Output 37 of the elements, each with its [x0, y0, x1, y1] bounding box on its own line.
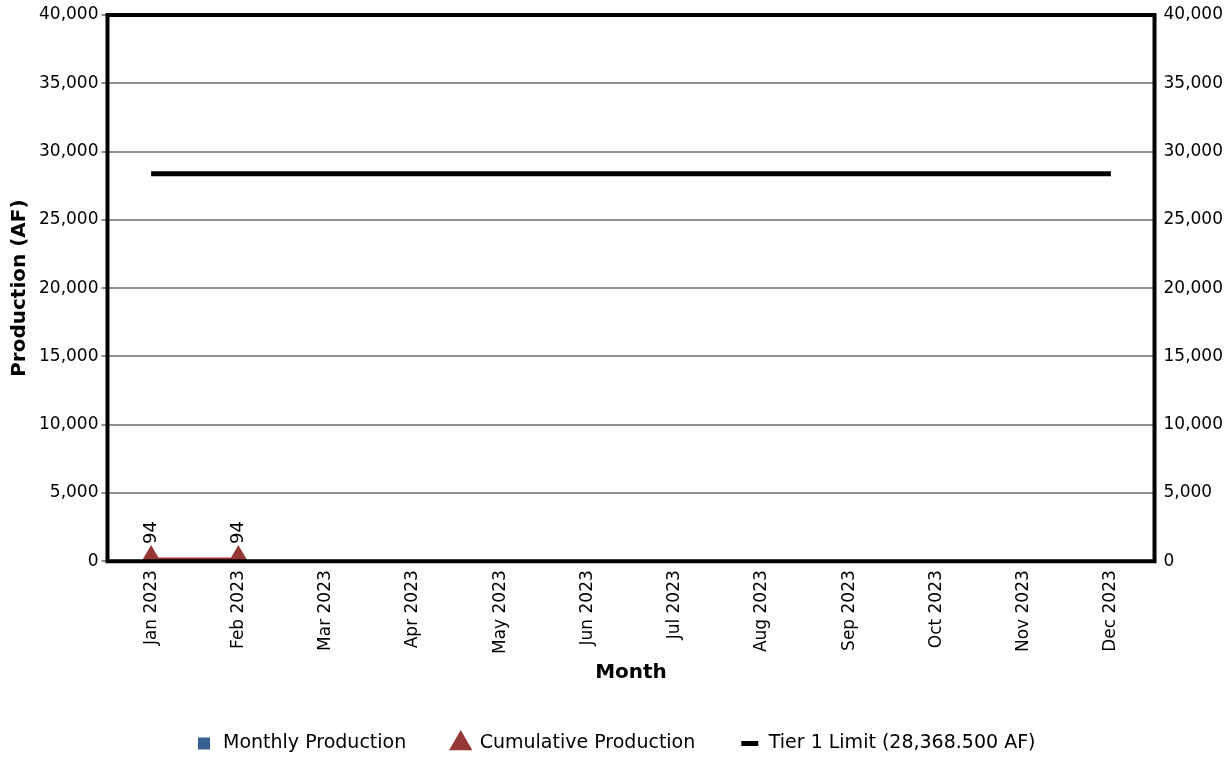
legend-label: Tier 1 Limit (28,368.500 AF)	[767, 730, 1036, 753]
y-tick-label: 20,000	[39, 276, 99, 297]
legend-label: Cumulative Production	[479, 730, 696, 753]
y2-tick-label: 5,000	[1163, 481, 1213, 502]
legend-label: Monthly Production	[223, 730, 407, 753]
y-tick-label: 25,000	[39, 208, 99, 229]
data-label: 94	[226, 521, 248, 544]
x-tick-label: Sep 2023	[837, 570, 858, 651]
y2-tick-label: 0	[1163, 549, 1175, 570]
x-tick-label: Feb 2023	[226, 570, 247, 649]
y-tick-label: 5,000	[49, 481, 99, 502]
y-tick-label: 35,000	[39, 71, 99, 92]
x-tick-label: Nov 2023	[1012, 570, 1033, 653]
y2-tick-label: 30,000	[1163, 139, 1223, 160]
x-tick-label: Aug 2023	[750, 570, 771, 653]
x-axis-title: Month	[595, 659, 667, 684]
y-tick-label: 15,000	[39, 344, 99, 365]
x-tick-label: Mar 2023	[314, 570, 335, 651]
y-tick-label: 30,000	[39, 139, 99, 160]
x-tick-label: Jul 2023	[663, 570, 684, 641]
x-tick-label: Jun 2023	[575, 570, 596, 647]
y-axis-title: Production (AF)	[6, 199, 31, 377]
y2-tick-label: 40,000	[1163, 3, 1223, 24]
y-tick-label: 40,000	[39, 3, 99, 24]
x-tick-label: Apr 2023	[401, 570, 422, 649]
y2-tick-label: 20,000	[1163, 276, 1223, 297]
data-label: 94	[138, 521, 160, 544]
y-tick-label: 0	[87, 549, 99, 570]
x-tick-label: Oct 2023	[924, 570, 945, 649]
x-tick-label: Jan 2023	[139, 570, 160, 647]
y2-tick-label: 25,000	[1163, 208, 1223, 229]
x-tick-label: Dec 2023	[1099, 570, 1120, 652]
x-tick-label: May 2023	[488, 570, 509, 655]
y2-tick-label: 15,000	[1163, 344, 1223, 365]
y2-tick-label: 35,000	[1163, 71, 1223, 92]
y2-tick-label: 10,000	[1163, 413, 1223, 434]
y-tick-label: 10,000	[39, 413, 99, 434]
